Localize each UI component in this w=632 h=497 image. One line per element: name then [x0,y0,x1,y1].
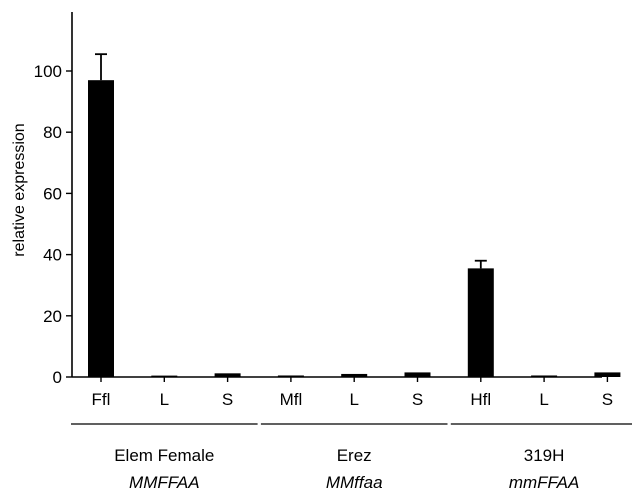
category-label-6: Hfl [470,390,491,409]
category-label-5: S [412,390,423,409]
group-genotype-0: MMFFAA [129,473,200,492]
group-genotype-1: MMffaa [326,473,383,492]
group-labels: Elem Female MMFFAA Erez MMffaa 319H mmFFAA [71,423,632,492]
bar-0 [88,80,114,378]
category-label-8: S [602,390,613,409]
group-genotype-2: mmFFAA [509,473,580,492]
bar-7 [531,375,558,377]
error-bars [95,53,487,269]
y-tick-label: 0 [53,368,62,387]
group-name-0: Elem Female [114,446,214,465]
bar-2 [214,373,241,377]
category-label-2: S [222,390,233,409]
category-label-1: L [160,390,169,409]
y-axis-label: relative expression [11,123,28,256]
bars [88,80,621,378]
category-label-0: Ffl [92,390,111,409]
bar-6 [467,268,494,377]
bar-5 [404,372,431,377]
bar-8 [594,372,621,377]
category-label-7: L [539,390,548,409]
bar-4 [341,373,368,377]
category-label-4: L [349,390,358,409]
y-ticks: 0 20 40 60 80 100 [34,62,72,387]
y-tick-label: 60 [43,184,62,203]
group-name-2: 319H [524,446,565,465]
category-label-3: Mfl [280,390,303,409]
group-name-1: Erez [337,446,372,465]
y-tick-label: 40 [43,246,62,265]
bar-3 [277,375,304,377]
bar-1 [151,375,178,377]
y-tick-label: 100 [34,62,62,81]
y-tick-label: 20 [43,307,62,326]
category-labels: Ffl L S Mfl L S Hfl L S [92,377,613,409]
y-tick-label: 80 [43,123,62,142]
